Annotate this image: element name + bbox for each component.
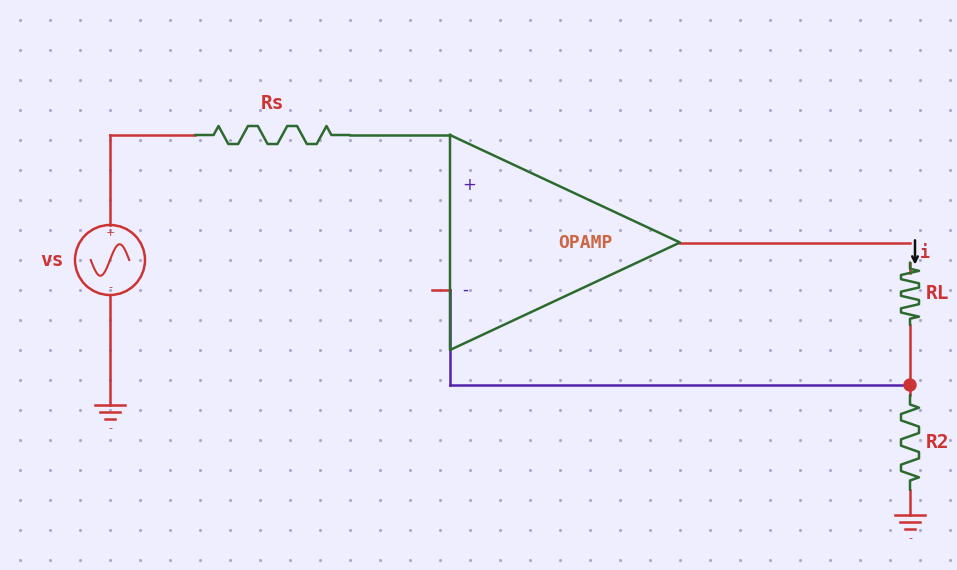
Text: i: i: [920, 243, 930, 262]
Text: -: -: [908, 533, 912, 543]
Circle shape: [904, 379, 916, 391]
Text: -: -: [462, 281, 468, 299]
Text: RL: RL: [926, 284, 949, 303]
Text: +: +: [462, 176, 476, 194]
Text: Rs: Rs: [260, 94, 284, 113]
Text: OPAMP: OPAMP: [558, 234, 612, 251]
Text: -: -: [108, 423, 112, 433]
Text: vs: vs: [40, 250, 64, 270]
Text: -: -: [108, 282, 112, 292]
Text: +: +: [105, 228, 115, 238]
Text: R2: R2: [926, 433, 949, 452]
